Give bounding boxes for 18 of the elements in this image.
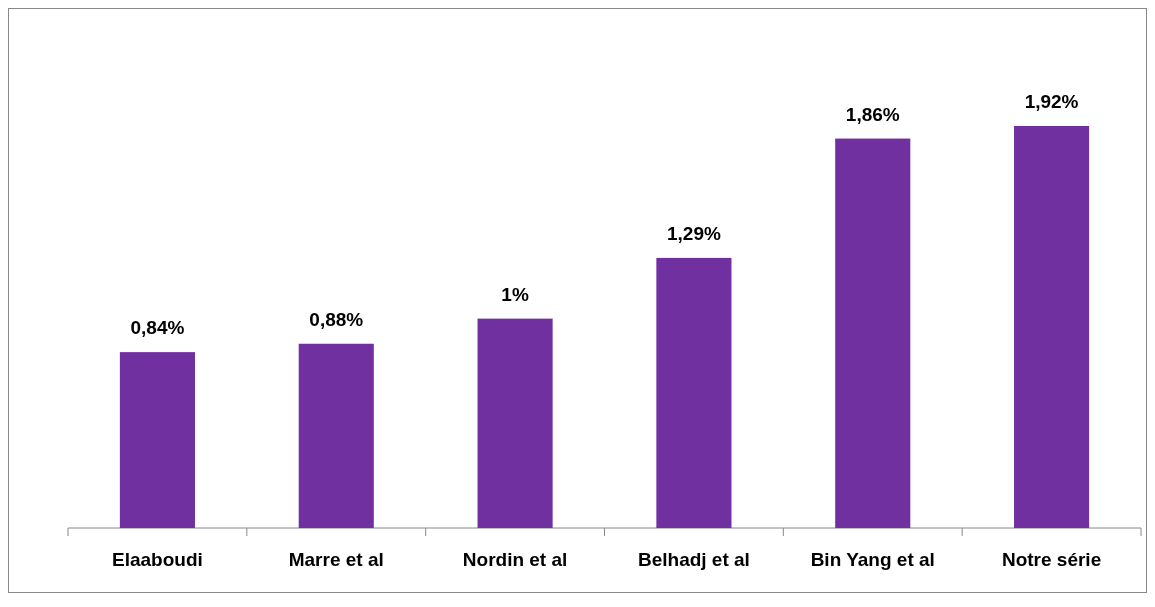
data-label: 0,88% (309, 308, 364, 330)
x-tick-label: Bin Yang et al (810, 549, 935, 570)
bar (298, 343, 374, 528)
bar (1014, 126, 1090, 528)
data-label: 1,92% (1024, 91, 1079, 112)
data-label: 1% (501, 283, 529, 305)
data-label: 1,86% (845, 103, 900, 125)
x-tick-label: Elaaboudi (112, 549, 203, 570)
bar (656, 257, 732, 528)
x-tick-label: Nordin et al (462, 549, 568, 570)
x-tick-label: Marre et al (288, 549, 384, 570)
bar (119, 352, 195, 528)
bar (835, 138, 911, 528)
data-label: 0,84% (130, 317, 185, 339)
bar (477, 318, 553, 528)
x-tick-label: Notre série (1001, 549, 1102, 570)
x-tick-label: Belhadj et al (637, 549, 750, 570)
data-label: 1,29% (666, 222, 721, 244)
